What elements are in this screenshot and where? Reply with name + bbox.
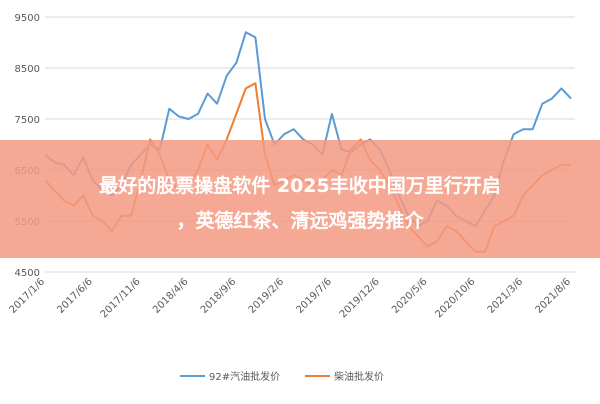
- banner-text: 最好的股票操盘软件 2025丰收中国万里行开启: [99, 174, 501, 197]
- y-tick-label: 7500: [15, 115, 40, 126]
- y-tick-label: 9500: [15, 13, 40, 24]
- banner-text: ，英德红茶、清远鸡强势推介: [176, 209, 424, 232]
- banner: [0, 140, 600, 258]
- y-tick-label: 4500: [15, 268, 40, 279]
- y-tick-label: 8500: [15, 64, 40, 75]
- legend-label: 92#汽油批发价: [209, 370, 280, 383]
- legend-label: 柴油批发价: [334, 370, 384, 383]
